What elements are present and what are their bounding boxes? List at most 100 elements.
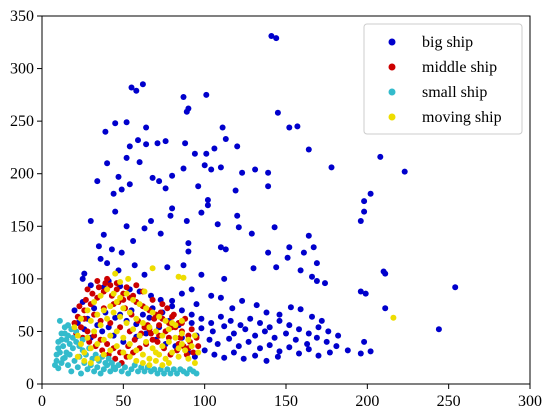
- data-point: [104, 260, 111, 267]
- y-tick-label: 250: [10, 113, 34, 130]
- data-point: [84, 334, 91, 341]
- data-point: [185, 332, 192, 339]
- data-point: [178, 307, 185, 314]
- data-point: [190, 349, 197, 356]
- data-point: [296, 326, 302, 333]
- data-point: [265, 169, 272, 176]
- data-point: [206, 336, 213, 343]
- data-point: [87, 218, 94, 224]
- data-point: [188, 320, 195, 326]
- data-point: [113, 286, 120, 293]
- data-point: [94, 278, 101, 284]
- data-point: [73, 338, 80, 345]
- data-point: [126, 181, 133, 188]
- data-point: [286, 124, 293, 131]
- data-point: [165, 338, 172, 345]
- legend-marker: [388, 88, 396, 96]
- data-point: [128, 366, 135, 373]
- data-point: [183, 370, 190, 377]
- data-point: [185, 355, 192, 362]
- data-point: [382, 270, 389, 277]
- data-point: [112, 366, 119, 373]
- data-point: [165, 334, 172, 341]
- legend: big ship middle ship small ship moving ship: [363, 23, 523, 135]
- data-point: [180, 262, 187, 269]
- data-point: [154, 370, 161, 377]
- data-point: [323, 338, 330, 345]
- data-point: [69, 345, 76, 352]
- data-point: [283, 330, 289, 337]
- data-point: [123, 290, 130, 297]
- data-point: [94, 311, 101, 318]
- data-point: [193, 370, 200, 377]
- data-points: [52, 33, 459, 377]
- data-point: [107, 320, 114, 326]
- data-point: [133, 347, 140, 354]
- data-point: [112, 314, 119, 321]
- data-point: [107, 282, 114, 289]
- data-point: [169, 205, 176, 212]
- data-point: [159, 362, 166, 369]
- data-point: [253, 302, 260, 309]
- data-point: [159, 343, 166, 350]
- data-point: [141, 368, 148, 375]
- data-point: [252, 332, 259, 339]
- data-point: [183, 218, 190, 224]
- data-point: [401, 168, 408, 175]
- data-point: [139, 360, 146, 366]
- legend-label: big ship: [422, 34, 473, 51]
- data-point: [162, 317, 169, 324]
- legend-marker: [388, 63, 396, 71]
- data-point: [133, 282, 140, 289]
- data-point: [185, 336, 192, 343]
- data-point: [152, 349, 159, 356]
- data-point: [174, 370, 180, 377]
- data-point: [141, 271, 148, 278]
- data-point: [232, 187, 239, 194]
- data-point: [131, 336, 138, 343]
- data-point: [276, 311, 283, 318]
- data-point: [265, 249, 272, 256]
- data-point: [146, 324, 153, 331]
- data-point: [305, 146, 312, 153]
- data-point: [123, 154, 130, 161]
- data-point: [198, 325, 205, 332]
- data-point: [169, 172, 176, 179]
- data-point: [82, 296, 89, 303]
- data-point: [326, 349, 333, 356]
- data-point: [195, 349, 202, 356]
- data-point: [131, 262, 138, 269]
- data-point: [81, 270, 88, 277]
- data-point: [117, 294, 124, 301]
- x-tick-label: 250: [437, 393, 461, 410]
- series-big-ship: [71, 33, 459, 364]
- data-point: [154, 140, 161, 147]
- data-point: [79, 275, 86, 282]
- data-point: [208, 166, 215, 173]
- data-point: [128, 84, 135, 91]
- data-point: [390, 314, 397, 321]
- data-point: [240, 355, 247, 362]
- data-point: [198, 209, 205, 216]
- data-point: [110, 309, 117, 316]
- data-point: [191, 332, 198, 339]
- data-point: [361, 198, 368, 205]
- data-point: [198, 315, 205, 322]
- data-point: [268, 33, 275, 39]
- data-point: [169, 297, 176, 304]
- data-point: [112, 208, 119, 215]
- x-tick-label: 150: [274, 393, 298, 410]
- data-point: [87, 282, 94, 289]
- x-axis: 0 50 100 150 200 250 300: [38, 384, 542, 410]
- data-point: [78, 315, 84, 322]
- data-point: [315, 324, 322, 331]
- data-point: [344, 347, 351, 354]
- data-point: [180, 94, 187, 100]
- data-point: [221, 354, 228, 361]
- data-point: [367, 348, 374, 355]
- data-point: [377, 153, 384, 160]
- data-point: [74, 332, 81, 339]
- data-point: [95, 243, 102, 250]
- data-point: [84, 286, 91, 293]
- data-point: [357, 350, 364, 357]
